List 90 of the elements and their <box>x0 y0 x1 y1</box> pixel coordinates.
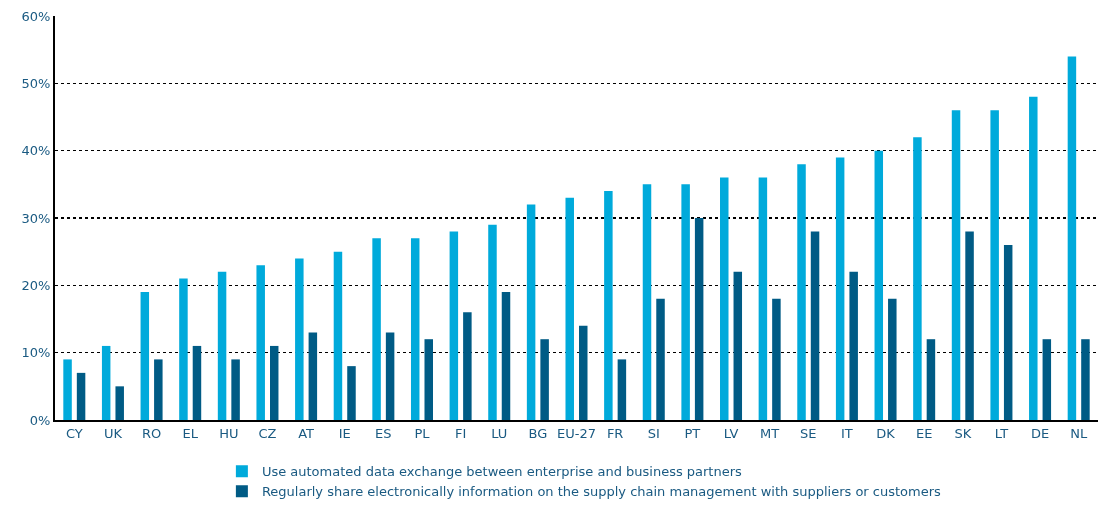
bar <box>926 339 936 420</box>
bar <box>951 110 961 420</box>
bar <box>1029 96 1038 420</box>
bar <box>308 332 318 420</box>
x-tick-label: CZ <box>258 425 277 441</box>
bar <box>772 298 781 420</box>
bar <box>579 325 588 420</box>
bar <box>849 271 858 420</box>
x-tick-label: FI <box>454 425 467 441</box>
bar <box>410 238 420 420</box>
x-tick-label: LV <box>723 425 739 441</box>
bar <box>385 332 395 420</box>
x-tick-label: FR <box>606 425 624 441</box>
bar <box>526 204 536 420</box>
x-tick-label: SE <box>800 425 817 441</box>
x-tick-label: IE <box>338 425 351 441</box>
bar <box>888 298 897 420</box>
x-tick-label: ES <box>375 425 392 441</box>
bar <box>488 224 497 420</box>
bar <box>681 184 690 420</box>
bar <box>463 312 472 420</box>
y-tick-label: 10% <box>21 345 51 361</box>
x-tick-label: PL <box>414 425 431 441</box>
x-tick-label: NL <box>1070 425 1088 441</box>
x-tick-label: LT <box>994 425 1009 441</box>
x-tick-label: MT <box>760 425 780 441</box>
x-tick-label: AT <box>298 425 315 441</box>
bar <box>913 137 922 420</box>
bar <box>694 218 704 420</box>
x-tick-label: HU <box>219 425 239 441</box>
x-tick-label: UK <box>103 425 123 441</box>
bar <box>115 386 124 420</box>
bar <box>874 150 884 420</box>
legend-label: Use automated data exchange between enterprise and business partners <box>261 464 743 480</box>
bar <box>835 157 845 420</box>
x-tick-label: RO <box>141 425 162 441</box>
x-tick-label: EU-27 <box>557 425 596 441</box>
bar <box>424 339 433 420</box>
bar <box>990 110 999 420</box>
bar <box>231 359 240 420</box>
bar <box>76 372 86 420</box>
bar <box>333 251 343 420</box>
x-tick-label: LU <box>491 425 508 441</box>
bar <box>965 231 974 420</box>
y-tick-label: 20% <box>21 277 51 293</box>
bar <box>63 359 72 420</box>
bar <box>604 191 613 420</box>
bar <box>179 278 188 420</box>
bar <box>1003 244 1013 420</box>
bar <box>810 231 820 420</box>
x-tick-label: EE <box>915 425 933 441</box>
bar <box>733 271 743 420</box>
bar <box>720 177 729 420</box>
x-tick-label: SK <box>954 425 972 441</box>
bar <box>758 177 768 420</box>
x-tick-label: CY <box>65 425 83 441</box>
x-tick-label: IT <box>841 425 853 441</box>
bar <box>797 164 806 420</box>
bar <box>192 345 202 420</box>
bar <box>140 292 150 420</box>
bar <box>540 339 549 420</box>
y-tick-label: 60% <box>21 8 51 24</box>
y-tick-label: 50% <box>21 75 51 91</box>
legend-label: Regularly share electronically information on the supply chain management with suppliers or customers <box>261 484 942 500</box>
bar <box>656 298 665 420</box>
y-tick-label: 0% <box>29 412 51 428</box>
bar <box>617 359 627 420</box>
bar <box>501 292 511 420</box>
bar <box>347 366 356 420</box>
x-tick-label: EL <box>182 425 199 441</box>
bar <box>449 231 459 420</box>
bar <box>154 359 163 420</box>
y-tick-label: 40% <box>21 143 51 159</box>
bar <box>256 265 265 420</box>
x-tick-label: DK <box>876 425 896 441</box>
y-tick-label: 30% <box>21 210 51 226</box>
bar <box>217 271 227 420</box>
x-tick-label: SI <box>647 425 660 441</box>
bar <box>295 258 304 420</box>
x-tick-label: DE <box>1030 425 1050 441</box>
bar <box>269 345 279 420</box>
bar <box>642 184 652 420</box>
x-tick-label: PT <box>684 425 701 441</box>
bar <box>372 238 381 420</box>
x-tick-label: BG <box>528 425 548 441</box>
bar <box>565 197 574 420</box>
bar <box>1042 339 1052 420</box>
bar <box>1081 339 1090 420</box>
bar <box>101 345 111 420</box>
bar <box>1067 56 1077 420</box>
